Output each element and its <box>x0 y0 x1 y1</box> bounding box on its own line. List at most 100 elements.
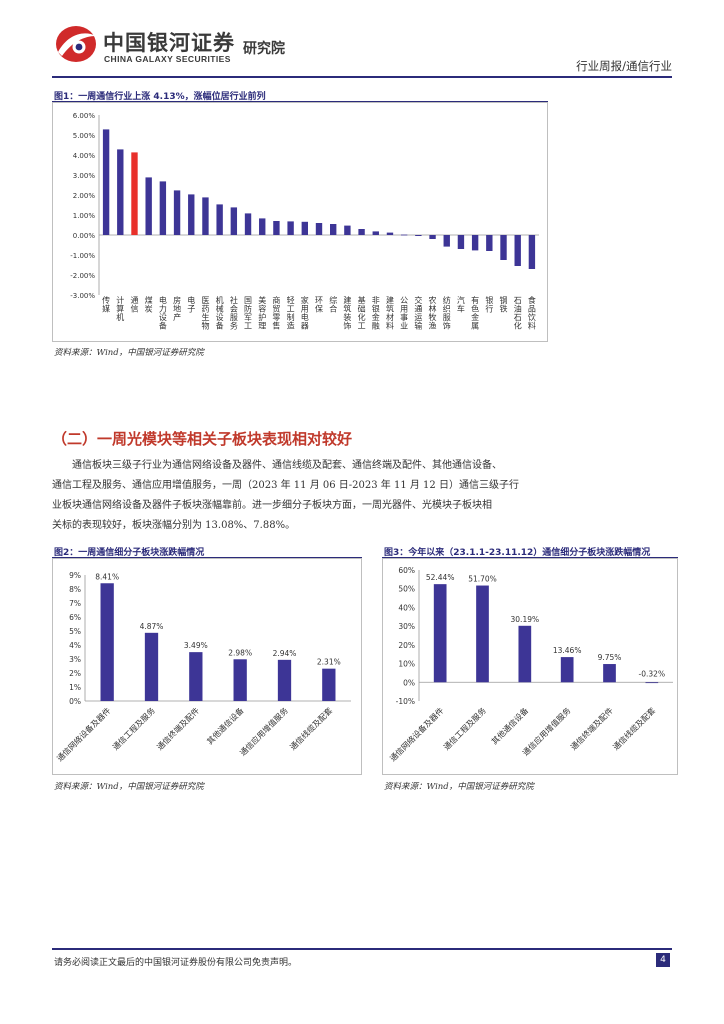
chart-industry-weekly: 6.00% 5.00% 4.00% 3.00% 2.00% 1.00% 0.00% -1.00… <box>70 112 539 331</box>
logo-emblem-icon <box>56 26 96 62</box>
y-tick-label: 3% <box>69 655 81 664</box>
category-label: 电子 <box>187 295 195 314</box>
page-number: 4 <box>656 953 670 967</box>
category-label: 通信 <box>130 295 138 314</box>
category-label: 钢铁 <box>500 295 508 314</box>
bar <box>145 177 152 235</box>
paragraph-line-3: 业板块通信网络设备及器件子板块涨幅靠前。进一步细分子板块方面，一周光器件、光模块… <box>52 500 492 511</box>
category-label: 基础化工 <box>358 295 366 331</box>
bar <box>645 682 659 684</box>
figure-2-title: 图2：一周通信细分子板块涨跌幅情况 <box>54 548 205 558</box>
y-tick-label: 3.00% <box>73 172 96 180</box>
y-tick-label: 50% <box>398 585 415 594</box>
category-label: 建筑装饰 <box>343 295 351 331</box>
y-tick-label: 2.00% <box>73 192 96 200</box>
bar <box>144 632 159 701</box>
category-label: 环保 <box>315 296 323 314</box>
figure-3-source: 资料来源：Wind，中国银河证券研究院 <box>384 782 534 792</box>
bar <box>386 232 394 235</box>
category-label: 机械设备 <box>216 295 224 331</box>
category-label: 通信线缆及配套 <box>288 705 335 752</box>
category-label: 纺织服饰 <box>443 295 451 331</box>
bar <box>358 229 365 235</box>
bar <box>230 207 238 235</box>
category-label: 综合 <box>329 295 337 314</box>
bar <box>443 235 450 247</box>
data-label: 30.19% <box>511 615 540 624</box>
category-label: 家用电器 <box>301 295 309 331</box>
category-label: 房地产 <box>173 295 181 322</box>
footer-disclaimer: 请务必阅读正文最后的中国银河证券股份有限公司免责声明。 <box>54 958 298 968</box>
chart-subsector-weekly: 9% 8% 7% 6% 5% 4% 3% 2% 1% 0% 8.41% 通信网络设备及器件 4.87% 通… <box>55 571 351 763</box>
figure-3-title: 图3：今年以来（23.1.1-23.11.12）通信细分子板块涨跌幅情况 <box>384 548 651 558</box>
report-category: 行业周报/通信行业 <box>576 59 672 73</box>
category-label: 石油石化 <box>514 296 522 331</box>
figure-1-chart: 6.00% 5.00% 4.00% 3.00% 2.00% 1.00% 0.00% -1.00… <box>52 102 548 342</box>
data-label: 52.44% <box>426 573 455 582</box>
bar <box>518 625 532 683</box>
bar <box>301 221 308 235</box>
bar <box>415 235 422 236</box>
data-label: 4.87% <box>140 622 164 631</box>
bar <box>102 129 110 235</box>
category-label: 公用事业 <box>400 296 408 331</box>
y-tick-label: 5% <box>69 627 81 636</box>
category-label: 传媒 <box>102 295 110 314</box>
y-tick-label: 20% <box>398 641 415 650</box>
bar <box>159 181 167 235</box>
bar <box>429 235 436 239</box>
category-label: 计算机 <box>116 295 124 322</box>
y-tick-label: 30% <box>398 622 415 631</box>
category-label: 银行 <box>485 295 493 314</box>
figure-1-title-rule <box>52 101 548 102</box>
figure-2-chart: 9% 8% 7% 6% 5% 4% 3% 2% 1% 0% 8.41% 通信网络设备及器件 4.87% 通… <box>52 558 362 775</box>
y-tick-label: 1% <box>69 683 81 692</box>
paragraph-line-1: 通信板块三级子行业为通信网络设备及器件、通信线缆及配套、通信终端及配件、其他通信… <box>72 460 502 471</box>
category-label: 通信网络设备及器件 <box>388 705 446 763</box>
y-tick-label: 0% <box>403 678 415 687</box>
y-tick-label: 2% <box>69 669 81 678</box>
y-tick-label: 6% <box>69 613 81 622</box>
y-tick-label: 10% <box>398 660 415 669</box>
bar <box>471 235 479 251</box>
bar <box>244 213 252 235</box>
bar <box>457 235 465 249</box>
category-label: 有色金属 <box>471 295 479 331</box>
y-tick-label: 5.00% <box>73 132 96 140</box>
category-label: 农林牧渔 <box>429 295 437 331</box>
y-tick-label: 9% <box>69 571 81 580</box>
logo-english-name: CHINA GALAXY SECURITIES <box>104 54 231 64</box>
category-label: 交通运输 <box>414 295 422 331</box>
y-tick-label: 0% <box>69 697 81 706</box>
data-label: 2.98% <box>228 648 252 657</box>
bar <box>486 235 493 251</box>
bar <box>189 652 203 701</box>
category-label: 通信终端及配件 <box>155 705 202 752</box>
bar <box>202 197 209 235</box>
figure-1-source: 资料来源：Wind，中国银河证券研究院 <box>54 348 204 358</box>
bar <box>560 657 574 683</box>
figure-3-title-rule <box>382 557 678 558</box>
y-tick-label: 1.00% <box>73 212 96 220</box>
category-label: 食品饮料 <box>528 295 536 331</box>
institute-label: 研究院 <box>243 41 285 57</box>
bar <box>315 223 323 235</box>
bar <box>500 235 507 260</box>
bar <box>322 668 336 701</box>
bar <box>273 221 280 235</box>
category-label: 通信网络设备及器件 <box>55 705 113 763</box>
y-tick-label: 6.00% <box>73 112 96 120</box>
category-label: 其他通信设备 <box>489 705 530 746</box>
bar <box>372 231 379 235</box>
paragraph-line-4: 关标的表现较好，板块涨幅分别为 13.08%、7.88%。 <box>52 520 296 531</box>
y-tick-label: 0.00% <box>73 232 96 240</box>
y-tick-label: 7% <box>69 599 81 608</box>
y-tick-label: 60% <box>398 566 415 575</box>
category-label: 通信终端及配件 <box>568 705 615 752</box>
company-logo <box>50 22 98 66</box>
y-tick-label: -3.00% <box>70 292 95 300</box>
bar <box>277 659 292 701</box>
category-label: 电力设备 <box>159 295 167 331</box>
bar <box>528 235 536 269</box>
category-label: 建筑材料 <box>386 295 394 331</box>
